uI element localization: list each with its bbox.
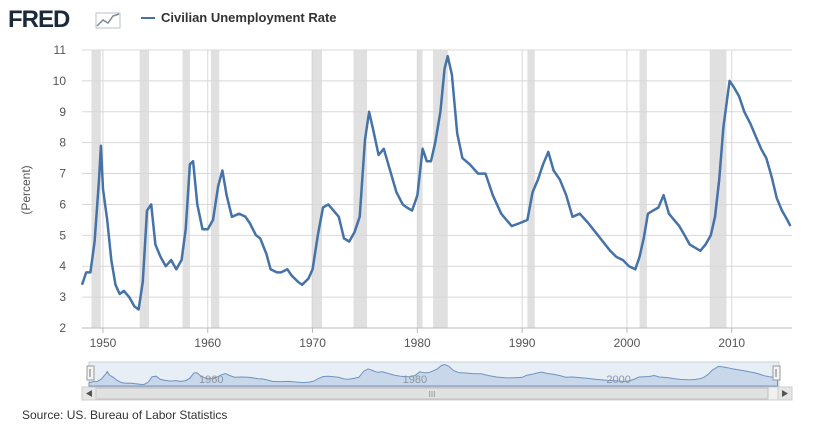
y-tick-label: 6 — [59, 197, 66, 211]
scroll-left-arrow-icon[interactable] — [81, 386, 97, 401]
y-tick-label: 9 — [59, 105, 66, 119]
y-tick-label: 5 — [59, 228, 66, 242]
y-tick-label: 3 — [59, 290, 66, 304]
x-tick-label: 1950 — [90, 336, 117, 350]
x-tick-label: 1990 — [509, 336, 536, 350]
recession-band — [311, 50, 322, 328]
recession-band — [639, 50, 647, 328]
recession-band — [139, 50, 150, 328]
chart-area: 2 3 4 5 6 7 8 9 10 11 1950 1960 1970 1980 1990 2000 2010… — [19, 43, 793, 401]
scrollbar[interactable]: III — [81, 386, 793, 401]
x-tick-label: 2010 — [718, 336, 745, 350]
x-tick-label: 1970 — [299, 336, 326, 350]
trend-line-icon — [95, 12, 121, 29]
recession-band — [417, 50, 423, 328]
scroll-right-arrow-icon[interactable] — [777, 386, 793, 401]
axes: 2 3 4 5 6 7 8 9 10 11 1950 1960 1970 1980 1990 2000 2010 — [53, 43, 792, 350]
x-tick-label: 1960 — [194, 336, 221, 350]
y-tick-label: 10 — [53, 74, 67, 88]
x-tick-label: 2000 — [614, 336, 641, 350]
recession-band — [433, 50, 448, 328]
x-tick-label: 1980 — [404, 336, 431, 350]
y-tick-label: 8 — [59, 136, 66, 150]
source-note: Source: US. Bureau of Labor Statistics — [22, 408, 228, 422]
recession-band — [527, 50, 535, 328]
series-layer — [80, 54, 792, 311]
navigator-series — [88, 363, 778, 387]
recession-band — [182, 50, 190, 328]
legend-series-swatch — [141, 16, 155, 19]
y-tick-label: 2 — [59, 321, 66, 335]
scrollbar-grip: III — [429, 390, 436, 399]
recession-band — [210, 50, 220, 328]
navigator-left-handle[interactable] — [86, 365, 95, 381]
fred-logo-text: FRED — [8, 6, 70, 33]
y-tick-label: 7 — [59, 167, 66, 181]
navigator-right-handle[interactable] — [772, 365, 781, 381]
y-tick-label: 4 — [59, 259, 66, 273]
navigator-year-label: 1960 — [199, 374, 223, 386]
y-axis-label: (Percent) — [19, 165, 33, 214]
chart-legend[interactable]: Civilian Unemployment Rate — [141, 10, 337, 25]
navigator-year-label: 2000 — [606, 374, 630, 386]
y-tick-label: 11 — [54, 43, 67, 57]
recession-band — [91, 50, 101, 328]
navigator-year-label: 1980 — [403, 374, 427, 386]
recession-band — [353, 50, 368, 328]
legend-series-label: Civilian Unemployment Rate — [161, 10, 337, 25]
fred-logo[interactable]: FRED — [8, 5, 123, 38]
navigator-labels: 1960 1980 2000 — [199, 374, 631, 386]
range-navigator[interactable]: 1960 1980 2000 — [86, 361, 781, 387]
series-line-unemployment[interactable] — [80, 54, 792, 311]
